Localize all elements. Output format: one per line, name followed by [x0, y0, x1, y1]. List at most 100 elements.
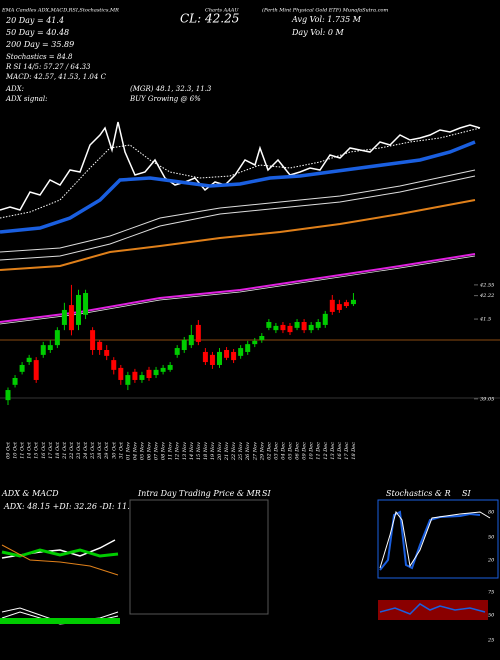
candle-body [209, 354, 215, 365]
candle-body [61, 309, 67, 325]
x-tick-label: 06 Nov [147, 442, 153, 460]
candle-body [83, 293, 89, 315]
candle-body [160, 367, 166, 372]
header-text: 50 Day = 40.48 [6, 28, 69, 37]
candle-body [308, 324, 314, 331]
x-tick-label: 28 Oct [97, 441, 103, 460]
x-tick-label: 16 Dec [337, 442, 343, 460]
candle-body [280, 324, 286, 331]
x-tick-label: 24 Oct [83, 441, 89, 460]
header-text: ADX: [5, 85, 24, 93]
stoch-tick: 20 [487, 558, 495, 564]
panel-title: Intra Day Trading Price & MR [137, 489, 261, 498]
x-tick-label: 01 Nov [125, 442, 131, 460]
header-text: ADX signal: [5, 95, 47, 103]
candle-body [125, 375, 131, 385]
candle-body [224, 350, 230, 358]
panel-title: SI [262, 489, 271, 498]
x-tick-label: 13 Nov [182, 442, 188, 460]
candle-body [118, 367, 124, 380]
x-tick-label: 11 Nov [168, 442, 174, 460]
x-tick-label: 11 Dec [316, 442, 322, 460]
candle-body [259, 336, 265, 340]
candle-body [350, 299, 356, 305]
x-tick-label: 18 Dec [351, 442, 357, 460]
candle-body [322, 313, 328, 325]
candle-body [294, 322, 300, 328]
header-text: 200 Day = 35.89 [5, 40, 74, 49]
x-tick-label: 26 Nov [245, 442, 251, 461]
rsi-tick: 75 [488, 590, 494, 596]
x-tick-label: 17 Oct [48, 441, 54, 459]
header-text: Charts AAAU [205, 8, 239, 14]
candle-body [146, 369, 152, 378]
stoch-lines [379, 510, 491, 571]
rsi-band [378, 600, 488, 620]
x-tick-label: 04 Dec [280, 442, 286, 460]
candle-body [174, 348, 180, 355]
x-tick-label: 09 Dec [302, 442, 308, 460]
rsi-line [379, 603, 486, 615]
header-text: Stochastics = 84.8 [6, 53, 73, 61]
header-text: Day Vol: 0 M [291, 28, 345, 37]
x-tick-label: 15 Nov [196, 442, 202, 460]
candle-body [76, 294, 81, 325]
candle-body [12, 378, 18, 385]
header-text: 20 Day = 41.4 [5, 16, 64, 25]
x-tick-label: 29 Nov [259, 442, 265, 461]
rsi-tick: 25 [487, 638, 494, 644]
candle-body [336, 304, 342, 310]
candle-body [54, 330, 60, 346]
panel-text: ADX: 48.15 +DI: 32.26 -DI: 11.29 [3, 502, 140, 511]
overlay-lines [0, 121, 500, 399]
x-tick-label: 20 Nov [217, 442, 223, 461]
x-tick-label: 10 Oct [13, 441, 19, 459]
x-tick-label: 21 Nov [224, 442, 230, 461]
intraday-panel [129, 499, 269, 615]
candle-body [273, 325, 279, 331]
x-tick-label: 13 Dec [330, 442, 336, 460]
x-tick-label: 21 Oct [62, 441, 68, 460]
y-tick-label: 41.5 [479, 317, 491, 323]
x-tick-label: 02 Dec [266, 442, 272, 460]
x-tick-label: 12 Dec [323, 442, 329, 460]
candle-body [153, 369, 159, 376]
x-tick-label: 14 Oct [27, 441, 33, 459]
header-text: MACD: 42.57, 41.53, 1.04 C [5, 73, 107, 81]
candle-body [40, 345, 46, 355]
x-tick-label: 18 Nov [203, 442, 209, 460]
x-tick-label: 16 Oct [41, 441, 47, 459]
x-tick-label: 23 Oct [76, 441, 82, 460]
header-text: (MGR) 48.1, 32.3, 11.3 [130, 85, 212, 93]
x-tick-label: 03 Dec [273, 442, 279, 460]
candle-body [90, 330, 96, 350]
candle-body [97, 341, 103, 350]
candle-body [5, 390, 11, 401]
x-tick-label: 17 Dec [344, 442, 350, 460]
x-tick-label: 05 Dec [288, 442, 294, 460]
x-tick-label: 19 Nov [210, 442, 216, 460]
candle-body [33, 360, 39, 380]
candle-body [111, 360, 117, 370]
x-tick-label: 05 Nov [139, 442, 145, 460]
candle-body [266, 322, 272, 328]
header-text: CL: 42.25 [180, 12, 239, 26]
candle-body [26, 357, 32, 363]
panel-title: Stochastics & R [386, 489, 451, 498]
adx-lines [0, 539, 120, 625]
x-tick-label: 10 Dec [309, 442, 315, 460]
x-tick-label: 25 Nov [238, 442, 244, 461]
x-tick-label: 29 Oct [104, 441, 110, 460]
candle-body [329, 299, 335, 312]
candle-body [19, 364, 25, 372]
candle-body [202, 351, 208, 363]
candle-body [287, 325, 293, 333]
x-tick-label: 09 Oct [6, 441, 12, 459]
x-tick-label: 06 Dec [295, 442, 301, 460]
x-tick-label: 11 Oct [20, 441, 26, 459]
candle-body [188, 335, 194, 346]
header-text: R SI 14/5: 57.27 / 64.33 [5, 63, 91, 71]
rsi-tick: 50 [488, 613, 495, 619]
x-tick-label: 25 Oct [90, 441, 96, 460]
candle-body [47, 345, 53, 350]
